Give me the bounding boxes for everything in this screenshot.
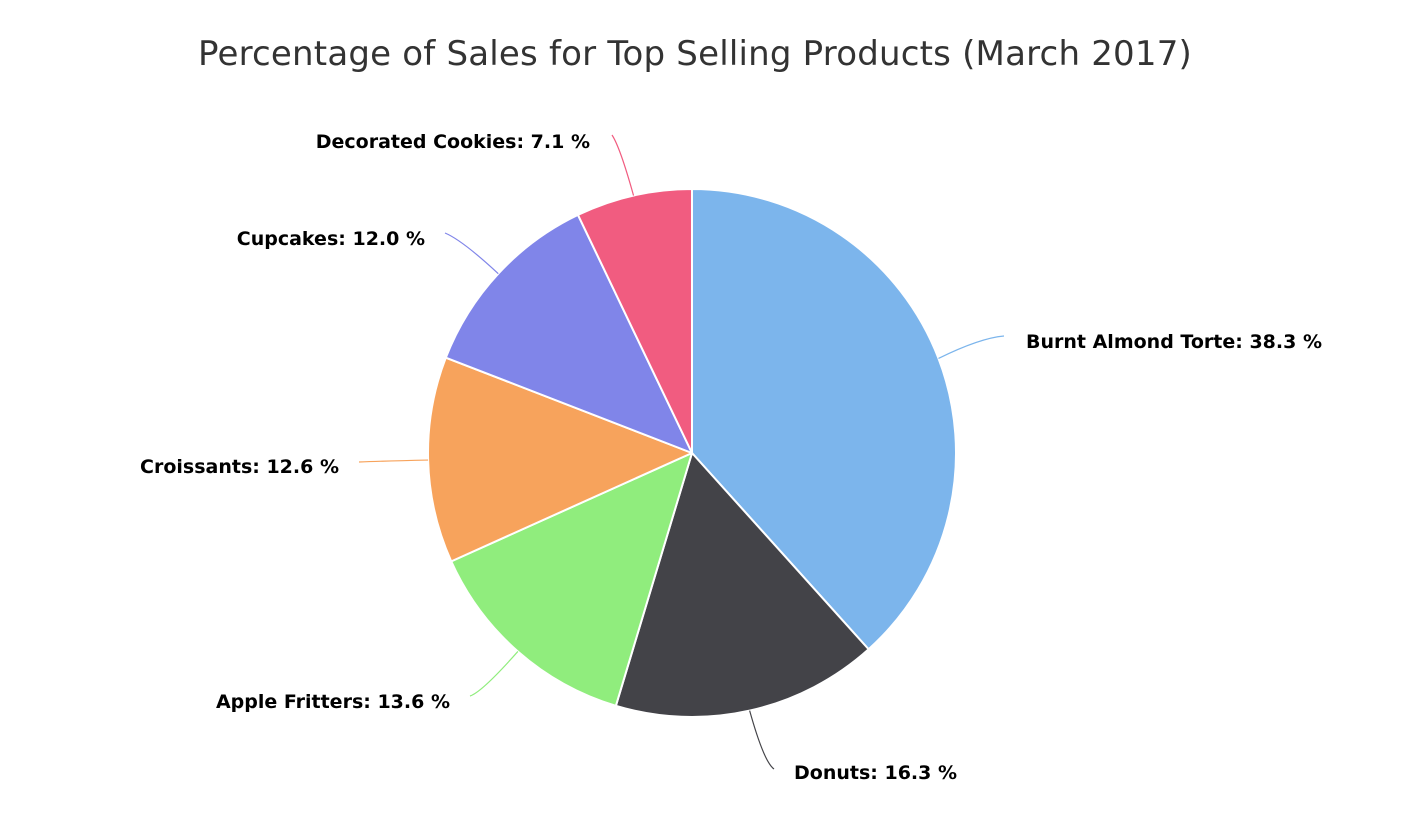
pie-slice-croissants[interactable] [427,356,693,563]
data-label-croissants: Croissants: 12.6 % [140,456,339,478]
connector-apple-fritters [469,651,519,697]
pie-slice-apple-fritters[interactable] [450,452,693,707]
connector-burnt-almond-torte [938,335,1005,359]
data-label-cupcakes: Cupcakes: 12.0 % [237,228,425,250]
connector-decorated-cookies [611,134,635,196]
pie-slice-decorated-cookies[interactable] [576,188,693,454]
data-label-apple-fritters: Apple Fritters: 13.6 % [216,691,450,713]
pie-slices [427,188,957,718]
label-connectors [358,134,1005,770]
chart-title: Percentage of Sales for Top Selling Prod… [198,34,1192,74]
pie-slice-cupcakes[interactable] [444,213,693,454]
data-label-donuts: Donuts: 16.3 % [794,762,957,784]
connector-cupcakes [444,232,499,275]
data-label-decorated-cookies: Decorated Cookies: 7.1 % [316,131,590,153]
pie-slice-burnt-almond-torte[interactable] [691,188,957,651]
data-label-burnt-almond-torte: Burnt Almond Torte: 38.3 % [1026,331,1322,353]
connector-croissants [358,459,429,463]
data-labels: Burnt Almond Torte: 38.3 % Donuts: 16.3 %… [140,131,1322,784]
connector-donuts [749,710,775,770]
